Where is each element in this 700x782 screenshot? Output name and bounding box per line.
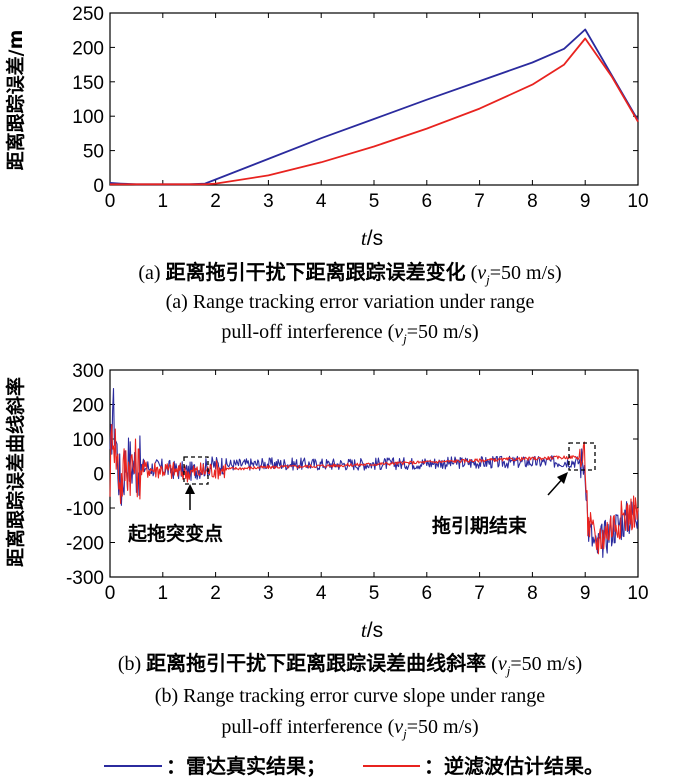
chart-b-x-tick-label: 8 (527, 583, 538, 604)
chart-a-lines (109, 28, 639, 186)
chart-a-y-tick-label: 100 (72, 107, 104, 128)
chart-b-caption-en-sub: j (403, 726, 407, 741)
chart-b-x-tick-label: 10 (627, 583, 648, 604)
chart-a-x-tick-label: 2 (210, 191, 221, 212)
chart-b-y-tick-label: -200 (66, 534, 104, 555)
chart-b-lines (109, 387, 639, 558)
chart-b-x-tick-label: 7 (474, 583, 485, 604)
chart-a-caption-en-sub: j (403, 331, 407, 346)
chart-b-x-tick-label: 4 (316, 583, 327, 604)
chart-b-x-tick-label: 3 (263, 583, 274, 604)
chart-b-caption-cn: (b) 距离拖引干扰下距离跟踪误差曲线斜率 (vj=50 m/s) (0, 651, 700, 683)
chart-b-y-ticks: 300 200 100 0 -100 -200 -300 (66, 361, 638, 589)
chart-b-caption-en-var: v (394, 716, 404, 738)
chart-a-x-tick-label: 1 (158, 191, 169, 212)
chart-a-caption-en-var: v (394, 321, 404, 343)
chart-b-caption-cn-prefix: (b) (117, 653, 147, 675)
chart-b-caption-cn-suffix-post: =50 m/s) (510, 653, 583, 675)
chart-b-y-tick-label: 0 (93, 465, 104, 486)
chart-a-xlabel-var: t (361, 226, 368, 250)
chart-a-caption-cn-suffix-pre: ( (465, 262, 478, 284)
chart-b-x-tick-label: 9 (580, 583, 591, 604)
chart-a: 0 1 2 3 4 5 6 7 8 9 10 0 50 100 150 200 250 距离跟踪误差/m t/… (4, 4, 649, 250)
chart-b: 0 1 2 3 4 5 6 7 8 9 10 300 200 100 0 -100 -200 -300 距离跟踪… (4, 361, 649, 642)
chart-a-series-red-line (110, 37, 639, 186)
chart-a-y-tick-label: 200 (72, 38, 104, 59)
start-arrow (185, 484, 195, 510)
chart-b-caption-cn-var: v (497, 653, 507, 675)
chart-b-x-ticks: 0 1 2 3 4 5 6 7 8 9 10 (105, 370, 649, 604)
chart-a-y-tick-label: 50 (83, 142, 104, 163)
chart-b-xlabel: t/s (361, 618, 383, 642)
chart-a-x-tick-label: 7 (474, 191, 485, 212)
chart-b-x-tick-label: 1 (158, 583, 169, 604)
chart-a-ylabel: 距离跟踪误差/m (4, 30, 27, 171)
chart-a-caption-en-line2-pre: pull-off interference ( (221, 321, 395, 343)
chart-b-caption-cn-sub: j (506, 663, 511, 678)
legend-blue-label: ：雷达真实结果； (166, 754, 326, 778)
chart-a-caption-cn-suffix-post: =50 m/s) (489, 262, 562, 284)
chart-b-x-tick-label: 6 (422, 583, 433, 604)
chart-a-x-ticks: 0 1 2 3 4 5 6 7 8 9 10 (105, 13, 649, 212)
chart-a-x-tick-label: 10 (627, 191, 648, 212)
chart-a-x-tick-label: 8 (527, 191, 538, 212)
chart-b-xlabel-unit: /s (367, 619, 383, 642)
end-point-annotation: 拖引期结束 (432, 514, 528, 537)
chart-a-x-tick-label: 9 (580, 191, 591, 212)
chart-a-y-tick-label: 250 (72, 4, 104, 25)
chart-a-plot-frame (109, 12, 639, 186)
chart-a-y-ticks: 0 50 100 150 200 250 (72, 4, 638, 197)
chart-a-x-tick-label: 3 (263, 191, 274, 212)
chart-a-caption-en-line2-post: =50 m/s) (406, 321, 479, 343)
chart-b-y-tick-label: -300 (66, 568, 104, 589)
chart-b-caption-cn-suffix-pre: ( (486, 653, 498, 675)
chart-b-caption-en-line1: (b) Range tracking error curve slope und… (154, 685, 546, 707)
chart-b-y-tick-label: 200 (72, 396, 104, 417)
chart-a-caption-cn-sub: j (486, 272, 490, 287)
chart-a-xlabel: t/s (361, 226, 383, 250)
chart-a-series-blue-line (109, 28, 639, 186)
chart-a-caption-cn-main: 距离拖引干扰下距离跟踪误差变化 (165, 260, 466, 284)
chart-a-caption-en-line1: (a) Range tracking error variation under… (165, 291, 535, 313)
chart-a-caption-en-line2: pull-off interference (vj=50 m/s) (0, 320, 700, 351)
chart-b-caption-en-line2-post: =50 m/s) (406, 716, 479, 738)
chart-a-caption-cn-prefix: (a) (138, 262, 166, 284)
chart-b-y-tick-label: -100 (66, 499, 104, 520)
end-point-box (568, 442, 596, 471)
chart-b-caption-en-line2: pull-off interference (vj=50 m/s) (0, 715, 700, 746)
chart-a-caption-cn: (a) 距离拖引干扰下距离跟踪误差变化 (vj=50 m/s) (0, 260, 700, 292)
legend-red-label: ：逆滤波估计结果。 (424, 754, 604, 778)
chart-b-caption-cn-main: 距离拖引干扰下距离跟踪误差曲线斜率 (146, 651, 487, 675)
chart-a-y-tick-label: 150 (72, 73, 104, 94)
chart-b-x-tick-label: 0 (105, 583, 116, 604)
chart-b-xlabel-var: t (361, 618, 368, 642)
chart-a-xlabel-unit: /s (367, 227, 383, 250)
start-point-box (183, 456, 209, 485)
chart-a-x-tick-label: 4 (316, 191, 327, 212)
chart-b-x-tick-label: 2 (210, 583, 221, 604)
chart-b-y-tick-label: 300 (72, 361, 104, 382)
chart-b-ylabel: 距离跟踪误差曲线斜率 (4, 377, 27, 567)
chart-a-caption-cn-var: v (477, 262, 487, 284)
chart-b-y-tick-label: 100 (72, 430, 104, 451)
start-point-annotation: 起拖突变点 (127, 522, 223, 545)
chart-a-y-tick-label: 0 (93, 176, 104, 197)
legend: ：雷达真实结果； ：逆滤波估计结果。 (104, 754, 604, 778)
end-arrow (547, 472, 568, 496)
chart-b-caption-en-line2-pre: pull-off interference ( (221, 716, 395, 738)
chart-a-x-tick-label: 6 (422, 191, 433, 212)
chart-a-x-tick-label: 0 (105, 191, 116, 212)
chart-b-series-red-line (109, 424, 639, 555)
chart-b-x-tick-label: 5 (369, 583, 380, 604)
chart-a-x-tick-label: 5 (369, 191, 380, 212)
